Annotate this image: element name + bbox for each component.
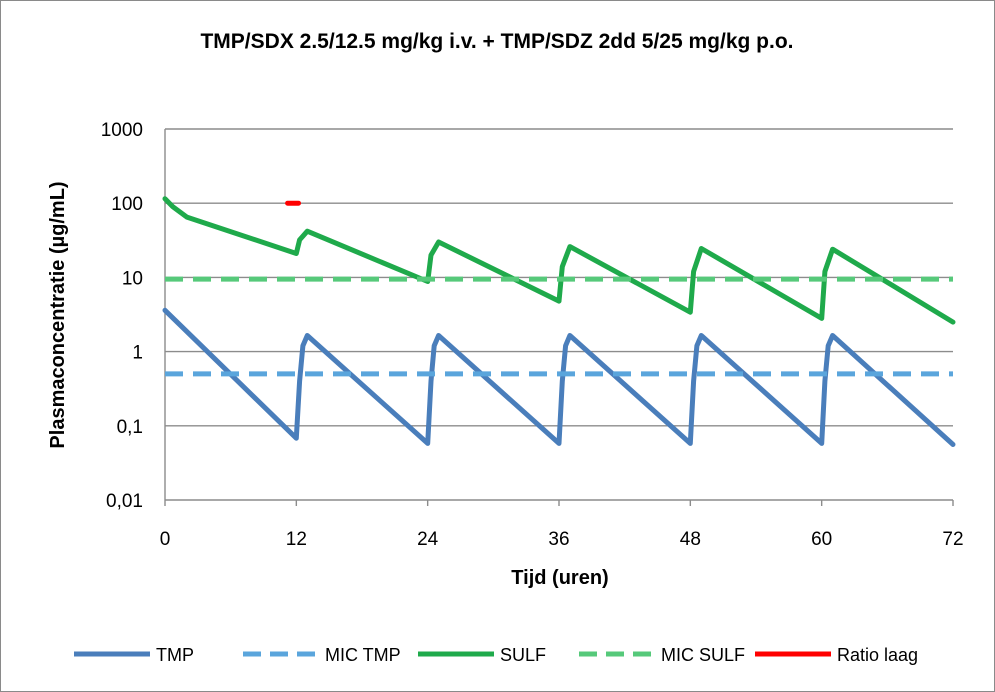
- legend-label-mic-sulf: MIC SULF: [661, 645, 745, 665]
- series-line-sulf: [162, 196, 956, 325]
- legend-label-mic-tmp: MIC TMP: [325, 645, 401, 665]
- x-axis-label: Tijd (uren): [511, 567, 608, 589]
- series-group: [162, 196, 956, 447]
- x-tick-label: 36: [548, 529, 569, 550]
- y-tick-label: 1000: [101, 120, 143, 141]
- x-tick-label: 0: [160, 529, 171, 550]
- legend: TMP MIC TMP SULF MIC SULF Ratio laag: [74, 645, 918, 665]
- x-tick-label: 24: [417, 529, 439, 550]
- x-axis-ticks: 0 12 24 36 48 60 72: [160, 500, 964, 550]
- y-axis-label: Plasmaconcentratie (µg/mL): [47, 181, 69, 448]
- x-tick-label: 48: [680, 529, 701, 550]
- y-tick-label: 10: [122, 268, 143, 289]
- legend-label-tmp: TMP: [156, 645, 194, 665]
- y-tick-label: 0,01: [106, 491, 143, 512]
- chart-title: TMP/SDX 2.5/12.5 mg/kg i.v. + TMP/SDZ 2d…: [200, 30, 793, 53]
- legend-label-sulf: SULF: [500, 645, 546, 665]
- x-tick-label: 60: [811, 529, 832, 550]
- y-tick-label: 0,1: [117, 417, 143, 438]
- y-tick-label: 1: [132, 343, 143, 364]
- x-tick-label: 12: [286, 529, 307, 550]
- x-tick-label: 72: [942, 529, 963, 550]
- y-tick-label: 100: [111, 194, 143, 215]
- legend-label-ratio-laag: Ratio laag: [837, 645, 918, 665]
- y-axis-ticks: 0,01 0,1 1 10 100 1000: [101, 120, 143, 512]
- series-line-tmp: [162, 307, 956, 447]
